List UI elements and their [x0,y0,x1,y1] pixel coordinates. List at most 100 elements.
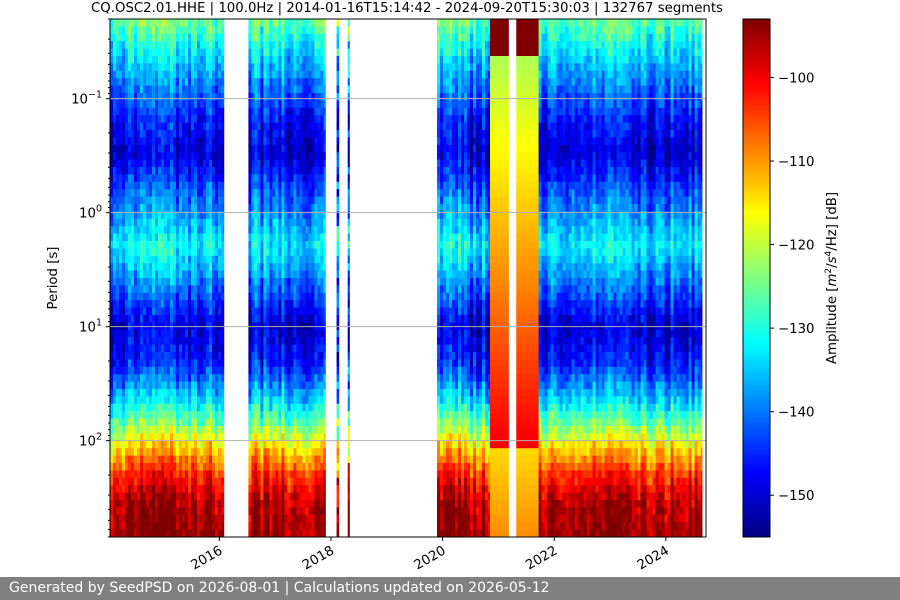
psd-cell [125,241,129,249]
psd-cell [179,337,183,345]
psd-cell [449,292,453,301]
psd-cell [215,152,219,160]
psd-cell [158,248,162,257]
psd-cell [188,93,192,101]
psd-cell [336,359,340,368]
psd-cell [176,174,180,183]
psd-cell [263,248,267,257]
psd-cell [317,167,321,175]
psd-cell [155,522,159,530]
psd-cell [299,366,303,375]
psd-cell [323,233,326,242]
psd-cell [311,463,315,471]
psd-cell [152,218,156,227]
psd-cell [302,226,306,234]
psd-cell [260,278,264,286]
psd-cell [194,107,198,116]
psd-cell [206,78,210,86]
psd-cell [287,337,291,345]
psd-cell [113,514,117,523]
psd-cell [287,514,291,523]
psd-cell [122,448,126,456]
psd-cell [347,477,350,486]
psd-cell [191,130,195,138]
psd-cell [173,337,177,345]
psd-cell [173,85,177,94]
data-segment [347,19,350,537]
psd-cell [437,389,441,397]
psd-cell [278,63,282,72]
psd-cell [437,300,441,308]
psd-cell [176,278,180,286]
psd-cell [176,470,180,479]
psd-cell [302,292,306,301]
psd-cell [443,159,447,168]
psd-cell [254,115,258,123]
psd-cell [122,366,126,375]
psd-cell [125,366,129,375]
psd-cell [149,315,153,323]
psd-cell [164,477,168,486]
psd-cell [296,522,300,530]
psd-cell [197,529,201,537]
psd-cell [302,255,306,264]
psd-cell [284,107,288,116]
psd-cell [446,263,450,271]
psd-cell [254,507,258,516]
psd-cell [158,218,162,227]
psd-cell [179,307,183,316]
psd-cell [167,455,171,464]
psd-cell [206,440,210,449]
psd-cell [119,440,123,449]
psd-cell [266,174,270,183]
psd-cell [248,270,252,279]
psd-cell [128,167,132,175]
psd-cell [452,107,456,116]
psd-cell [311,418,315,427]
psd-cell [119,85,123,94]
psd-cell [182,426,186,434]
psd-cell [110,248,114,257]
psd-cell [248,403,252,412]
psd-cell [209,337,213,345]
psd-cell [257,241,261,249]
psd-cell [302,285,306,294]
psd-cell [287,418,291,427]
psd-cell [323,337,326,345]
psd-cell [125,19,129,27]
psd-cell [152,78,156,86]
psd-cell [254,285,258,294]
psd-cell [191,507,195,516]
psd-cell [140,152,144,160]
psd-cell [167,218,171,227]
psd-cell [347,255,350,264]
psd-cell [260,514,264,523]
psd-cell [266,181,270,190]
psd-cell [200,440,204,449]
psd-cell [221,329,225,338]
psd-cell [212,26,216,35]
psd-cell [200,263,204,271]
psd-cell [293,500,297,508]
psd-cell [440,270,444,279]
psd-cell [260,78,264,86]
psd-cell [281,137,285,146]
psd-cell [323,352,326,360]
psd-cell [281,300,285,308]
psd-cell [176,485,180,493]
psd-cell [140,374,144,382]
psd-cell [149,100,153,109]
psd-cell [134,514,138,523]
psd-cell [437,514,441,523]
psd-cell [200,211,204,220]
psd-cell [182,263,186,271]
psd-cell [161,285,165,294]
psd-cell [446,485,450,493]
psd-cell [134,329,138,338]
psd-cell [116,292,120,301]
psd-cell [140,144,144,153]
psd-cell [185,522,189,530]
psd-cell [143,307,147,316]
psd-cell [146,152,150,160]
psd-cell [209,63,213,72]
